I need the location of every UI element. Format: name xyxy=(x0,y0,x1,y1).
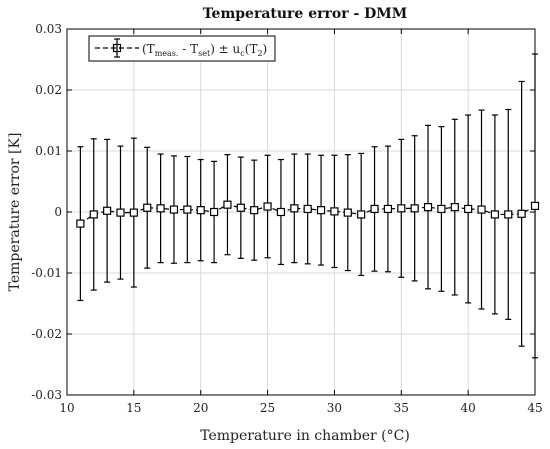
data-point-marker xyxy=(129,208,138,217)
y-axis-ticks: -0.03 -0.02 -0.01 0 0.01 0.02 0.03 xyxy=(31,22,535,402)
data-series xyxy=(76,53,540,359)
y-tick-label: 0.02 xyxy=(35,83,62,97)
data-point-marker xyxy=(290,204,299,213)
chart-title: Temperature error - DMM xyxy=(203,6,408,22)
data-point-marker xyxy=(250,206,259,215)
data-point-marker xyxy=(477,205,486,214)
data-point-marker xyxy=(169,205,179,214)
x-axis-ticks: 10 15 20 25 30 35 40 45 xyxy=(59,29,543,415)
data-point-marker xyxy=(437,204,446,214)
data-point-marker xyxy=(223,200,232,209)
data-point-marker xyxy=(383,204,393,214)
x-tick-label: 40 xyxy=(461,401,476,415)
x-tick-label: 20 xyxy=(193,401,208,415)
y-tick-label: -0.01 xyxy=(31,266,62,280)
data-point-marker xyxy=(423,203,433,212)
data-point-marker xyxy=(196,206,205,215)
x-tick-label: 25 xyxy=(260,401,275,415)
legend: (Tmeas. - Tset) ± uc(T2) xyxy=(88,35,276,62)
legend-square-marker xyxy=(112,43,122,53)
x-tick-label: 35 xyxy=(394,401,409,415)
data-point-marker xyxy=(103,206,112,215)
x-axis-label: Temperature in chamber (°C) xyxy=(200,428,410,444)
data-point-marker xyxy=(156,204,165,213)
data-point-marker xyxy=(517,209,526,218)
y-tick-label: 0.01 xyxy=(35,144,62,158)
data-point-marker xyxy=(370,204,379,214)
y-tick-label: 0 xyxy=(54,205,62,219)
legend-label: (Tmeas. - Tset) ± uc(T2) xyxy=(142,42,267,58)
data-point-marker xyxy=(464,204,473,214)
x-tick-label: 45 xyxy=(527,401,542,415)
data-point-marker xyxy=(343,208,352,217)
data-point-marker xyxy=(76,219,85,228)
data-point-marker xyxy=(303,204,312,214)
y-tick-label: -0.02 xyxy=(31,327,62,341)
data-point-marker xyxy=(397,204,406,213)
y-tick-label: -0.03 xyxy=(31,388,62,402)
data-point-marker xyxy=(530,201,540,210)
data-point-marker xyxy=(316,206,326,215)
y-axis-label: Temperature error [K] xyxy=(7,133,23,292)
data-point-marker xyxy=(504,210,513,219)
x-tick-label: 10 xyxy=(59,401,74,415)
data-point-marker xyxy=(357,210,366,219)
data-point-marker xyxy=(263,202,272,211)
data-point-marker xyxy=(450,203,459,212)
data-point-marker xyxy=(410,204,419,213)
x-tick-label: 15 xyxy=(126,401,141,415)
data-point-marker xyxy=(209,207,219,217)
data-point-marker xyxy=(183,205,192,214)
data-point-marker xyxy=(143,203,152,212)
data-point-marker xyxy=(490,210,499,219)
data-point-marker xyxy=(276,207,286,217)
data-point-marker xyxy=(236,203,245,212)
y-tick-label: 0.03 xyxy=(35,22,62,36)
data-point-marker xyxy=(330,207,339,216)
data-point-marker xyxy=(89,210,98,219)
x-tick-label: 30 xyxy=(327,401,342,415)
data-point-marker xyxy=(116,208,125,217)
